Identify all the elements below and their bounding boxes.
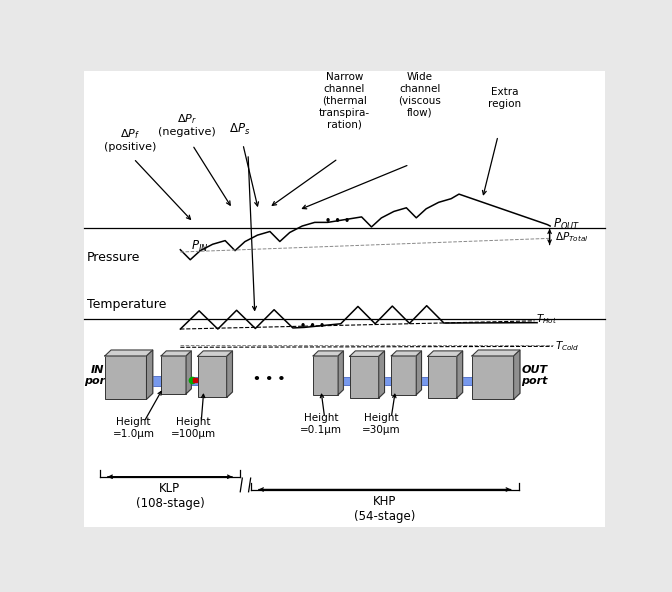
Bar <box>161 356 186 394</box>
Bar <box>105 356 146 399</box>
Bar <box>198 356 226 397</box>
Text: $T_{Cold}$: $T_{Cold}$ <box>555 339 580 353</box>
Bar <box>186 378 198 385</box>
Text: $T_{Hot}$: $T_{Hot}$ <box>536 313 557 326</box>
Text: KHP
(54-stage): KHP (54-stage) <box>354 495 415 523</box>
Text: • • •: • • • <box>253 374 285 386</box>
Polygon shape <box>313 351 343 356</box>
Bar <box>416 378 428 385</box>
Text: Temperature: Temperature <box>87 298 166 311</box>
Bar <box>391 356 416 395</box>
Text: • • •: • • • <box>300 321 325 331</box>
Bar <box>349 356 379 398</box>
Text: $\Delta P_r$
(negative): $\Delta P_r$ (negative) <box>158 112 216 137</box>
Polygon shape <box>513 350 520 399</box>
Text: $\Delta P_s$: $\Delta P_s$ <box>228 122 250 137</box>
Polygon shape <box>349 351 384 356</box>
Bar <box>472 356 513 399</box>
Text: Height
=1.0μm: Height =1.0μm <box>112 417 155 439</box>
Text: Extra
region: Extra region <box>489 87 521 109</box>
Bar <box>457 378 472 385</box>
Polygon shape <box>161 351 192 356</box>
Text: IN
port: IN port <box>84 365 111 386</box>
Text: Height
=30μm: Height =30μm <box>362 413 400 435</box>
Bar <box>146 377 161 385</box>
Polygon shape <box>391 351 421 356</box>
Text: OUT
port: OUT port <box>521 365 548 386</box>
Polygon shape <box>146 350 153 399</box>
Text: $\Delta P_{Total}$: $\Delta P_{Total}$ <box>555 230 589 244</box>
Polygon shape <box>416 351 421 395</box>
Bar <box>380 378 391 385</box>
Text: Narrow
channel
(thermal
transpira-
ration): Narrow channel (thermal transpira- ratio… <box>319 72 370 130</box>
Text: Height
=0.1μm: Height =0.1μm <box>300 413 342 435</box>
Polygon shape <box>428 351 462 356</box>
Polygon shape <box>226 351 233 397</box>
Polygon shape <box>472 350 520 356</box>
Polygon shape <box>198 351 233 356</box>
Polygon shape <box>379 351 384 398</box>
Text: $P_{OUT}$: $P_{OUT}$ <box>552 217 580 231</box>
Text: • • •: • • • <box>325 216 349 226</box>
Polygon shape <box>338 351 343 395</box>
Bar <box>428 356 457 398</box>
Text: Pressure: Pressure <box>87 252 140 265</box>
Bar <box>313 356 338 395</box>
Polygon shape <box>457 351 462 398</box>
Text: $\Delta P_f$
(positive): $\Delta P_f$ (positive) <box>103 127 156 152</box>
Text: KLP
(108-stage): KLP (108-stage) <box>136 482 204 510</box>
Polygon shape <box>186 351 192 394</box>
Polygon shape <box>105 350 153 356</box>
Text: $P_{IN}$: $P_{IN}$ <box>191 239 208 253</box>
Bar <box>338 378 349 385</box>
Text: Height
=100μm: Height =100μm <box>171 417 216 439</box>
Text: Wide
channel
(viscous
flow): Wide channel (viscous flow) <box>398 72 442 118</box>
